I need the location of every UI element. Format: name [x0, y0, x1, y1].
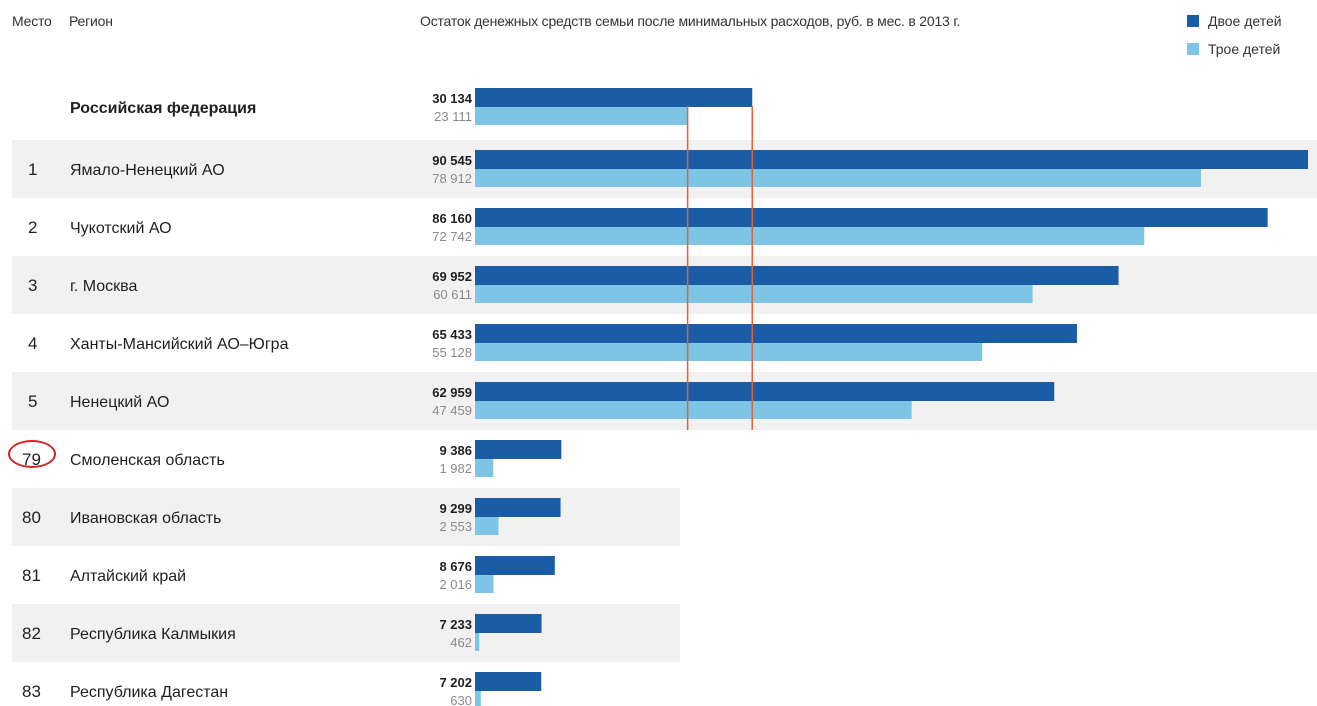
legend-label-two-children: Двое детей [1208, 13, 1282, 29]
value-label-two-children: 65 433 [432, 327, 472, 342]
bar-three-children [475, 459, 494, 477]
legend-item-two-children: Двое детей [1187, 13, 1282, 29]
highlight-circle [8, 440, 56, 468]
bar-two-children [475, 498, 561, 517]
value-label-two-children: 7 202 [439, 675, 472, 690]
value-label-two-children: 30 134 [432, 91, 473, 106]
bar-three-children [475, 285, 1033, 303]
bar-two-children [475, 150, 1308, 169]
row-background [12, 604, 680, 662]
region-column-header: Регион [69, 13, 113, 29]
legend-swatch-three-children [1187, 43, 1199, 55]
region-label: Чукотский АО [70, 220, 172, 237]
bar-three-children [475, 517, 499, 535]
bar-two-children [475, 382, 1055, 401]
bar-two-children [475, 440, 562, 459]
value-label-two-children: 9 299 [439, 501, 472, 516]
legend-item-three-children: Трое детей [1187, 41, 1280, 57]
value-label-three-children: 2 016 [439, 577, 472, 592]
region-label: Ханты-Мансийский АО–Югра [70, 336, 289, 353]
bar-two-children [475, 614, 542, 633]
chart-title: Остаток денежных средств семьи после мин… [420, 13, 961, 29]
value-label-three-children: 23 111 [434, 109, 472, 124]
bar-three-children [475, 633, 480, 651]
region-label: Республика Дагестан [70, 684, 228, 701]
value-label-three-children: 2 553 [439, 519, 472, 534]
rank-label: 5 [28, 392, 37, 411]
value-label-two-children: 9 386 [439, 443, 472, 458]
rank-label: 82 [22, 624, 41, 643]
region-label: Республика Калмыкия [70, 626, 236, 643]
value-label-three-children: 55 128 [432, 345, 472, 360]
region-label: Ивановская область [70, 510, 221, 527]
region-label: г. Москва [70, 278, 138, 295]
region-label: Ненецкий АО [70, 394, 169, 411]
bar-three-children [475, 169, 1201, 187]
value-label-three-children: 72 742 [432, 229, 472, 244]
value-label-two-children: 69 952 [432, 269, 472, 284]
region-label: Смоленская область [70, 452, 225, 469]
value-label-two-children: 7 233 [439, 617, 472, 632]
bar-three-children [475, 575, 494, 593]
legend-label-three-children: Трое детей [1208, 41, 1281, 57]
value-label-two-children: 8 676 [439, 559, 472, 574]
bar-three-children [475, 401, 912, 419]
value-label-two-children: 62 959 [432, 385, 472, 400]
value-label-three-children: 78 912 [432, 171, 472, 186]
value-label-three-children: 60 611 [433, 287, 472, 302]
bar-two-children [475, 88, 753, 107]
bar-two-children [475, 266, 1119, 285]
rank-label: 81 [22, 566, 41, 585]
bar-two-children [475, 672, 542, 691]
rank-label: 2 [28, 218, 37, 237]
rank-label: 80 [22, 508, 41, 527]
value-label-three-children: 47 459 [432, 403, 472, 418]
value-label-three-children: 1 982 [439, 461, 472, 476]
bar-two-children [475, 556, 555, 575]
region-label: Алтайский край [70, 568, 186, 585]
rank-column-header: Место [12, 13, 52, 29]
bar-three-children [475, 343, 983, 361]
bar-three-children [475, 227, 1145, 245]
region-label: Ямало-Ненецкий АО [70, 162, 225, 179]
rank-label: 3 [28, 276, 37, 295]
value-label-three-children: 630 [450, 693, 472, 706]
bar-three-children [475, 691, 481, 706]
value-label-three-children: 462 [450, 635, 472, 650]
bar-three-children [475, 107, 688, 125]
region-label: Российская федерация [70, 100, 256, 117]
legend-swatch-two-children [1187, 15, 1199, 27]
value-label-two-children: 86 160 [432, 211, 472, 226]
bar-two-children [475, 324, 1077, 343]
rank-label: 1 [28, 160, 37, 179]
row-background [12, 488, 680, 546]
rank-label: 4 [28, 334, 37, 353]
value-label-two-children: 90 545 [432, 153, 472, 168]
bar-two-children [475, 208, 1268, 227]
rank-label: 83 [22, 682, 41, 701]
